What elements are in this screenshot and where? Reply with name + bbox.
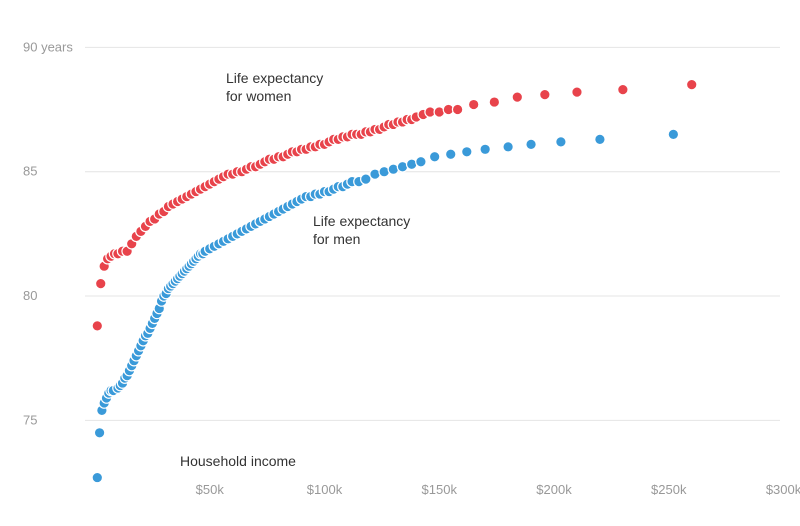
data-point	[502, 141, 514, 153]
x-tick-label: $200k	[536, 482, 572, 497]
data-point	[511, 91, 524, 103]
data-point	[479, 143, 491, 156]
data-point	[685, 78, 698, 91]
y-tick-label: 85	[23, 164, 37, 179]
data-point	[415, 155, 427, 168]
data-point	[94, 277, 107, 290]
x-tick-label: $300k	[766, 482, 800, 497]
men-label-line-1: Life expectancy	[313, 213, 410, 229]
data-point	[571, 86, 583, 98]
data-point	[617, 83, 629, 96]
gridlines	[85, 46, 780, 421]
x-tick-label: $50k	[196, 482, 225, 497]
data-point	[488, 96, 501, 108]
data-point	[461, 145, 473, 158]
data-point	[667, 128, 680, 141]
data-point	[91, 471, 104, 484]
data-point	[539, 88, 551, 101]
series-1	[91, 128, 680, 484]
data-point	[451, 103, 464, 116]
series-layer	[91, 78, 698, 484]
x-axis-tick-labels: $50k $100k $150k $200k $250k $300k	[196, 482, 800, 497]
data-point	[594, 133, 606, 146]
x-tick-label: $100k	[307, 482, 343, 497]
data-point	[91, 320, 104, 332]
data-point	[555, 136, 567, 148]
data-point	[525, 138, 537, 151]
data-point	[93, 427, 106, 439]
men-label-line-2: for men	[313, 231, 360, 247]
women-series-label: Life expectancy for women	[226, 70, 327, 104]
data-point	[444, 148, 457, 161]
y-tick-label: 90 years	[23, 39, 73, 54]
data-point	[428, 150, 441, 163]
y-tick-label: 80	[23, 288, 37, 303]
men-series-label: Life expectancy for men	[313, 213, 414, 247]
women-label-line-1: Life expectancy	[226, 70, 323, 86]
x-axis-label: Household income	[180, 453, 296, 469]
series-0	[91, 78, 698, 332]
data-point	[360, 173, 372, 185]
y-axis-tick-labels: 90 years 85 80 75	[23, 39, 73, 427]
x-tick-label: $250k	[651, 482, 687, 497]
data-point	[467, 98, 480, 111]
y-tick-label: 75	[23, 412, 37, 427]
women-label-line-2: for women	[226, 88, 291, 104]
x-tick-label: $150k	[422, 482, 458, 497]
